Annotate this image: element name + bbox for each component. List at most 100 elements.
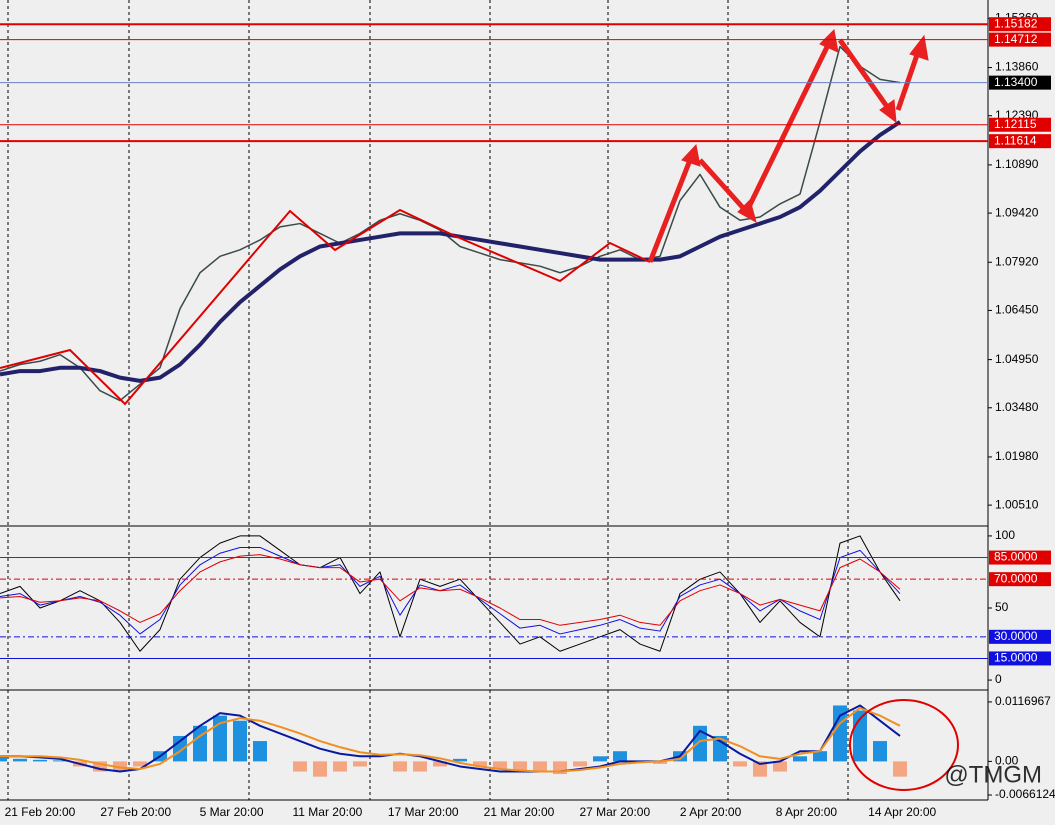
y-tick-label: 1.09420	[995, 205, 1039, 219]
series-line	[0, 535, 901, 652]
y-tick-label: 0.0116967	[995, 694, 1051, 708]
histogram-bar	[653, 761, 667, 764]
x-tick-label: 27 Mar 20:00	[579, 805, 650, 819]
histogram-bar	[353, 761, 367, 767]
level-label: 85.0000	[994, 550, 1038, 564]
histogram-bar	[453, 758, 467, 762]
arrow-head	[819, 28, 839, 53]
level-label: 70.0000	[994, 571, 1038, 585]
arrow-head	[909, 34, 929, 61]
histogram-bar	[0, 756, 7, 762]
x-tick-label: 21 Mar 20:00	[484, 805, 555, 819]
highlight-circle	[849, 699, 959, 791]
histogram-bar	[773, 761, 787, 772]
x-tick-label: 14 Apr 20:00	[868, 805, 936, 819]
histogram-bar	[753, 761, 767, 777]
histogram-bar	[13, 758, 27, 762]
y-tick-label: 1.01980	[995, 449, 1039, 463]
level-label-box	[989, 17, 1051, 32]
histogram-bar	[473, 761, 487, 767]
histogram-bar	[293, 761, 307, 772]
histogram-bar	[793, 756, 807, 762]
level-label-box	[989, 117, 1051, 132]
histogram-bar	[313, 761, 327, 777]
level-label-box	[989, 629, 1051, 644]
histogram-bar	[813, 751, 827, 762]
y-tick-label: 1.13860	[995, 60, 1039, 74]
x-tick-label: 21 Feb 20:00	[5, 805, 76, 819]
y-tick-label: 1.00510	[995, 497, 1039, 511]
level-label: 1.13400	[994, 75, 1038, 89]
plot	[0, 45, 907, 777]
level-label-box	[989, 134, 1051, 149]
y-tick-label: 50	[995, 600, 1009, 614]
histogram-bar	[173, 735, 187, 762]
series-line	[0, 707, 901, 773]
histogram-bar	[593, 756, 607, 762]
histogram-bar	[733, 761, 747, 767]
arrows	[647, 28, 929, 263]
histogram-bar	[333, 761, 347, 772]
series-line	[0, 704, 901, 773]
level-label-box	[989, 32, 1051, 47]
level-label: 1.15182	[994, 16, 1038, 30]
arrow-head	[879, 99, 897, 124]
histogram-bar	[433, 761, 447, 767]
y-tick-label: 1.03480	[995, 400, 1039, 414]
histogram-bar	[893, 761, 907, 777]
y-tick-label: 0.00	[995, 754, 1019, 768]
x-tick-label: 2 Apr 20:00	[680, 805, 742, 819]
x-tick-label: 27 Feb 20:00	[100, 805, 171, 819]
y-tick-label: 1.07920	[995, 254, 1039, 268]
level-label: 1.12115	[994, 117, 1037, 131]
series-line	[0, 546, 901, 635]
zigzag	[0, 208, 651, 406]
x-tick-label: 17 Mar 20:00	[388, 805, 459, 819]
level-label: 30.0000	[994, 629, 1038, 643]
arrow	[698, 158, 747, 212]
y-tick-label: 0	[995, 672, 1002, 686]
series-line	[0, 120, 902, 383]
histogram-bar	[413, 761, 427, 772]
watermark: @TMGM	[944, 761, 1042, 788]
arrow	[647, 159, 693, 263]
histogram-bar	[193, 725, 207, 762]
level-label-box	[989, 651, 1051, 666]
histogram-bar	[533, 761, 547, 772]
histogram-bar	[573, 761, 587, 767]
arrow	[895, 51, 921, 111]
level-label-box	[989, 75, 1051, 90]
histogram-bar	[93, 761, 107, 772]
histogram-bar	[133, 761, 147, 767]
histogram-bar	[53, 760, 67, 762]
histogram-bar	[113, 761, 127, 772]
histogram-bar	[233, 720, 247, 762]
level-label: 15.0000	[994, 651, 1038, 665]
histogram-bar	[873, 741, 887, 762]
level-label-box	[989, 572, 1051, 587]
histogram-bar	[393, 761, 407, 772]
y-tick-label: 1.06450	[995, 303, 1039, 317]
arrow	[837, 38, 891, 110]
histogram-bar	[513, 761, 527, 772]
level-label-box	[989, 550, 1051, 565]
level-label: 1.11614	[994, 133, 1037, 147]
y-tick-label: 100	[995, 528, 1015, 542]
arrow-head	[681, 143, 701, 167]
series-line	[0, 554, 901, 626]
histogram-bar	[33, 759, 47, 762]
y-tick-label: 1.10890	[995, 157, 1039, 171]
histogram-bar	[493, 761, 507, 770]
x-tick-label: 8 Apr 20:00	[776, 805, 838, 819]
x-tick-label: 5 Mar 20:00	[200, 805, 264, 819]
histogram-bar	[613, 751, 627, 762]
arrow	[742, 43, 831, 217]
y-tick-label: 1.04950	[995, 352, 1039, 366]
histogram-bar	[253, 741, 267, 762]
x-tick-label: 11 Mar 20:00	[292, 805, 362, 819]
y-tick-label: -0.0066124	[995, 787, 1055, 801]
time-grid	[7, 0, 849, 800]
level-label: 1.14712	[994, 32, 1038, 46]
histogram-bar	[213, 715, 227, 762]
